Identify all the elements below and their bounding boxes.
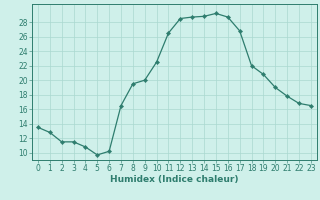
X-axis label: Humidex (Indice chaleur): Humidex (Indice chaleur) — [110, 175, 239, 184]
